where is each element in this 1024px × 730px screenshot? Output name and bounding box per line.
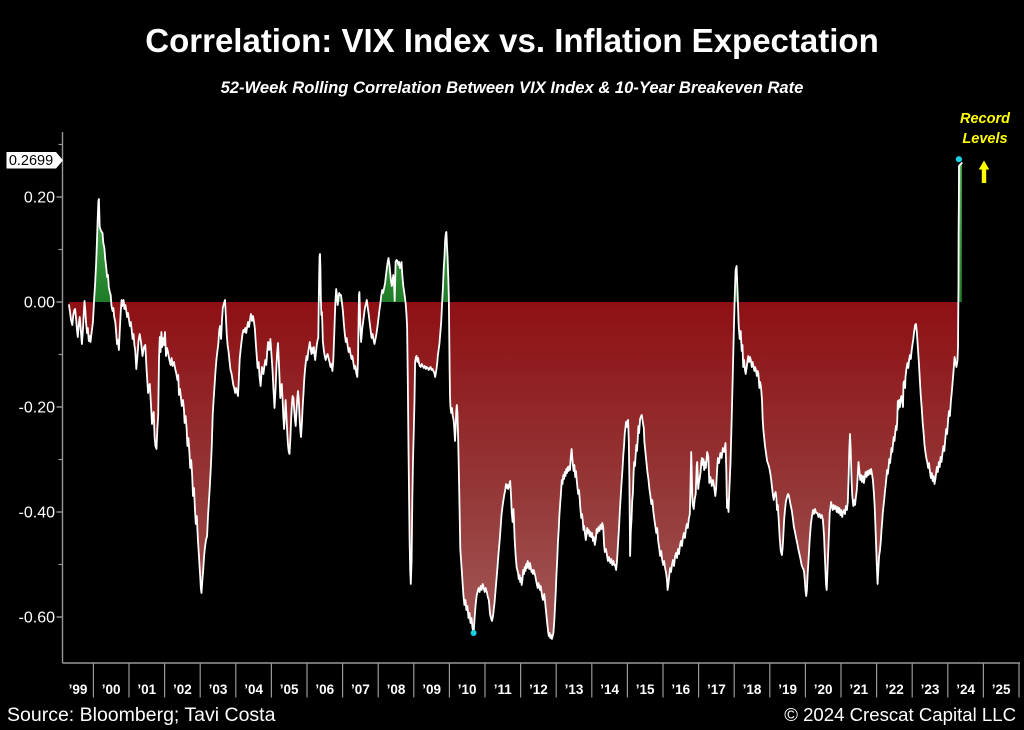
svg-text:’07: ’07	[351, 682, 370, 697]
svg-text:0.00: 0.00	[24, 295, 55, 312]
svg-text:’20: ’20	[814, 682, 833, 697]
svg-text:’12: ’12	[529, 682, 548, 697]
svg-text:Levels: Levels	[962, 131, 1007, 147]
svg-text:’25: ’25	[992, 682, 1011, 697]
svg-text:’02: ’02	[173, 682, 192, 697]
svg-text:-0.20: -0.20	[19, 400, 56, 417]
svg-text:’15: ’15	[636, 682, 655, 697]
svg-text:-0.40: -0.40	[19, 505, 56, 522]
svg-text:’00: ’00	[102, 682, 121, 697]
svg-text:0.2699: 0.2699	[9, 153, 53, 169]
svg-text:’06: ’06	[315, 682, 334, 697]
svg-text:0.20: 0.20	[24, 190, 55, 207]
svg-text:’99: ’99	[69, 682, 88, 697]
svg-text:-0.60: -0.60	[19, 610, 56, 627]
svg-text:’03: ’03	[209, 682, 228, 697]
svg-text:’01: ’01	[137, 682, 156, 697]
svg-text:52-Week Rolling Correlation Be: 52-Week Rolling Correlation Between VIX …	[221, 78, 804, 97]
svg-text:’22: ’22	[885, 682, 904, 697]
svg-text:’09: ’09	[422, 682, 441, 697]
svg-text:’14: ’14	[600, 682, 619, 697]
svg-text:’16: ’16	[671, 682, 690, 697]
svg-text:© 2024 Crescat Capital LLC: © 2024 Crescat Capital LLC	[784, 704, 1016, 725]
svg-text:’04: ’04	[244, 682, 263, 697]
svg-text:’13: ’13	[565, 682, 584, 697]
svg-text:’05: ’05	[280, 682, 299, 697]
svg-text:’24: ’24	[956, 682, 975, 697]
svg-text:Record: Record	[960, 111, 1011, 127]
svg-text:’11: ’11	[494, 682, 513, 697]
svg-text:’19: ’19	[778, 682, 797, 697]
svg-text:Correlation: VIX Index vs. Inf: Correlation: VIX Index vs. Inflation Exp…	[145, 22, 878, 59]
svg-text:’21: ’21	[849, 682, 868, 697]
svg-text:Source: Bloomberg; Tavi Costa: Source: Bloomberg; Tavi Costa	[7, 704, 276, 726]
svg-text:’18: ’18	[743, 682, 762, 697]
svg-text:’23: ’23	[921, 682, 940, 697]
svg-text:’08: ’08	[387, 682, 406, 697]
svg-text:’10: ’10	[458, 682, 477, 697]
svg-text:’17: ’17	[707, 682, 726, 697]
